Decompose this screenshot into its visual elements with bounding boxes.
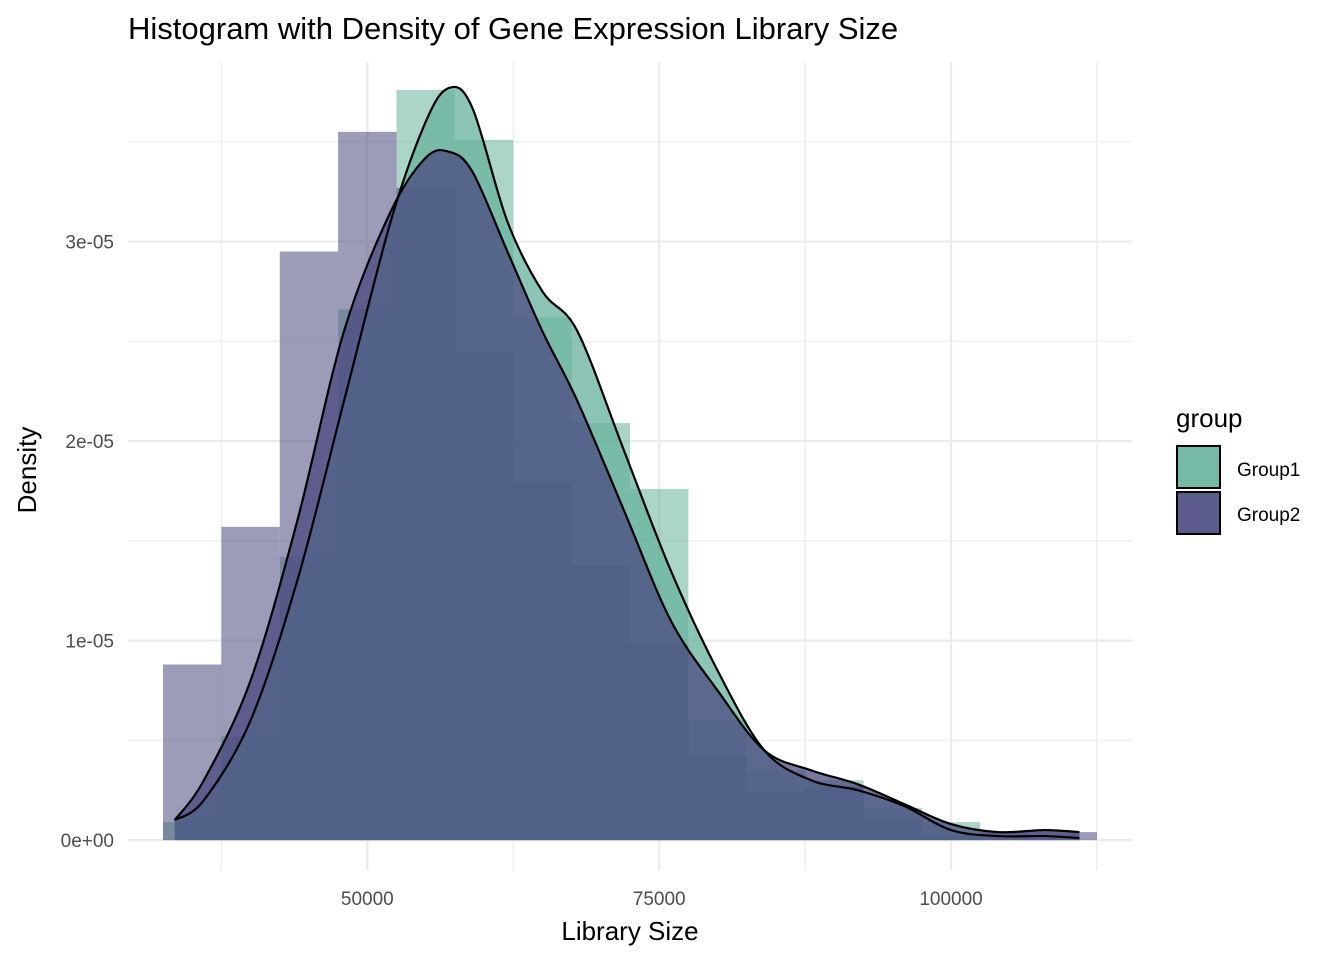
y-axis-ticks: 0e+00 1e-05 2e-05 3e-05 [61, 233, 114, 853]
legend: group Group1 Group2 [1176, 403, 1300, 535]
y-tick-label: 2e-05 [65, 432, 114, 453]
x-axis-title: Library Size [561, 916, 698, 946]
x-tick-label: 100000 [919, 889, 982, 910]
density-curves [173, 85, 1080, 841]
y-axis-title: Density [12, 427, 42, 514]
y-tick-label: 1e-05 [65, 632, 114, 653]
legend-title: group [1176, 403, 1243, 433]
chart-title: Histogram with Density of Gene Expressio… [128, 11, 898, 46]
legend-label-group2: Group2 [1237, 505, 1300, 526]
density-line-group1 [174, 85, 1080, 840]
legend-key-group1 [1176, 445, 1221, 489]
x-tick-label: 75000 [633, 889, 686, 910]
legend-key-group2 [1176, 491, 1221, 535]
x-axis-ticks: 50000 75000 100000 [341, 889, 983, 910]
legend-label-group1: Group1 [1237, 460, 1300, 481]
y-tick-label: 0e+00 [61, 831, 114, 852]
density-line-group2 [173, 148, 1080, 834]
x-tick-label: 50000 [341, 889, 394, 910]
y-tick-label: 3e-05 [65, 233, 114, 254]
density-area-group2 [174, 150, 1080, 841]
